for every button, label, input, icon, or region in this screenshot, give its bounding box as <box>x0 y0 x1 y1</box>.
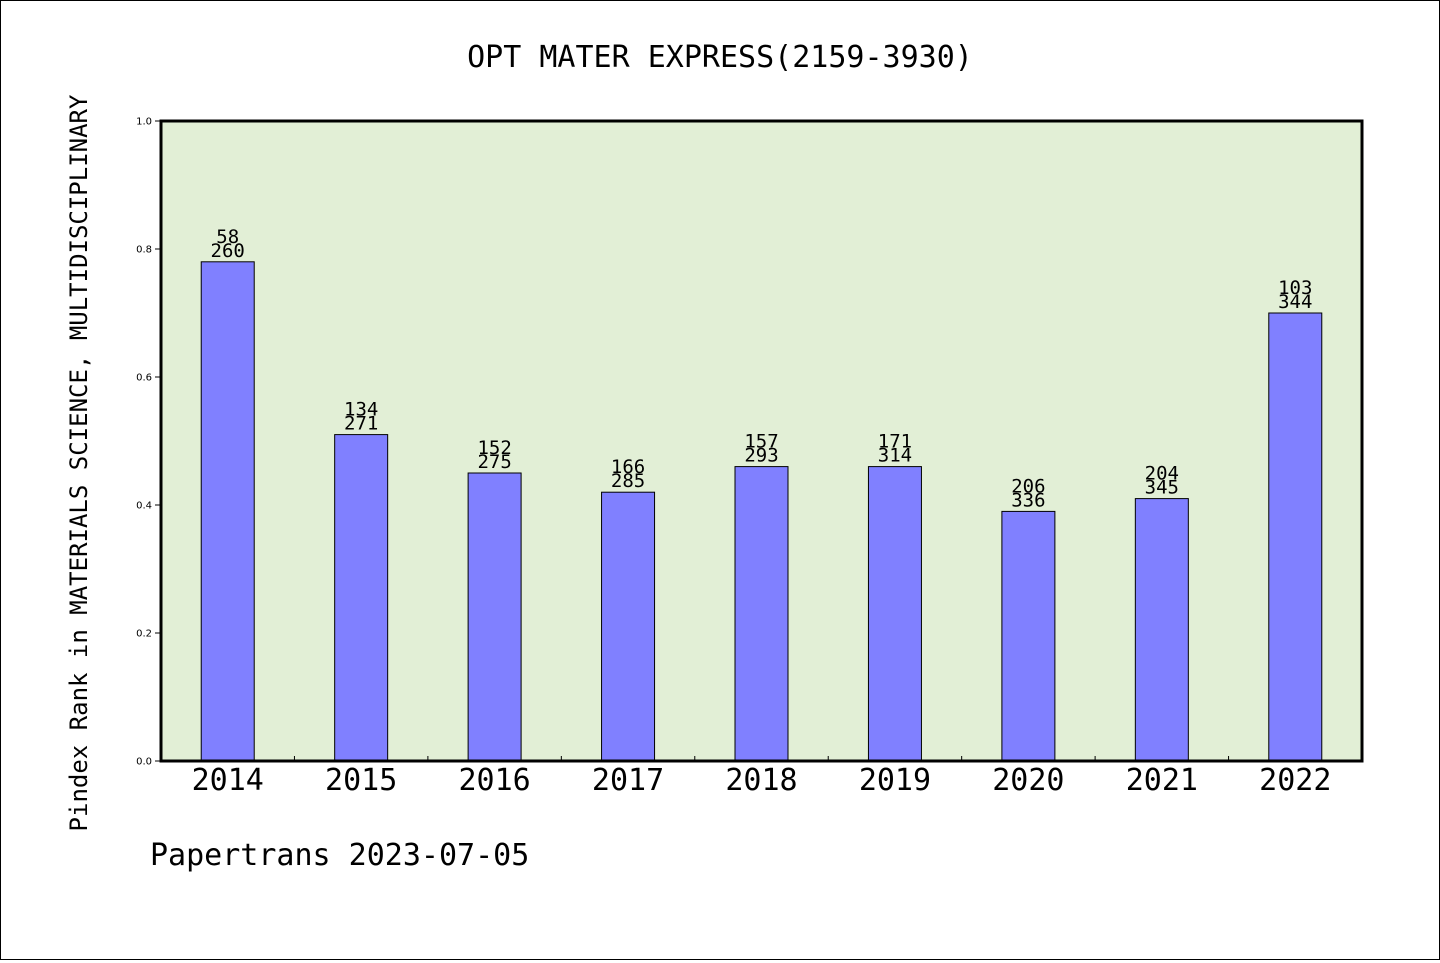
bar-2014 <box>201 262 254 761</box>
y-tick-label-0.0: 0.0 <box>136 757 152 768</box>
y-tick-label-1.0: 1.0 <box>136 117 152 128</box>
bar-2015 <box>335 435 388 761</box>
bar-2021 <box>1135 499 1188 761</box>
x-tick-label-2021: 2021 <box>1126 763 1198 798</box>
bar-2019 <box>868 467 921 761</box>
y-tick-label-0.4: 0.4 <box>136 501 152 512</box>
x-tick-label-2022: 2022 <box>1259 763 1331 798</box>
x-tick-label-2019: 2019 <box>859 763 931 798</box>
data-label-total-2021: 345 <box>1145 477 1179 499</box>
y-ticks-group: 0.0 0.2 0.4 0.6 0.8 1.0 <box>136 117 161 768</box>
bar-2017 <box>602 492 655 761</box>
y-tick-label-0.6: 0.6 <box>136 373 152 384</box>
x-tick-label-2016: 2016 <box>458 763 530 798</box>
data-label-total-2022: 344 <box>1278 291 1312 313</box>
bar-2022 <box>1269 313 1322 761</box>
data-label-total-2020: 336 <box>1011 489 1045 511</box>
bar-2018 <box>735 467 788 761</box>
data-label-total-2018: 293 <box>744 445 778 467</box>
y-tick-label-0.2: 0.2 <box>136 629 152 640</box>
data-label-total-2019: 314 <box>878 445 912 467</box>
y-axis-label: Pindex Rank in MATERIALS SCIENCE, MULTID… <box>65 94 93 831</box>
x-tick-label-2014: 2014 <box>192 763 264 798</box>
x-tick-label-2020: 2020 <box>992 763 1064 798</box>
x-tick-label-2015: 2015 <box>325 763 397 798</box>
data-label-total-2015: 271 <box>344 413 378 435</box>
bar-2020 <box>1002 511 1055 761</box>
data-label-total-2016: 275 <box>477 451 511 473</box>
chart-title: OPT MATER EXPRESS(2159-3930) <box>467 40 973 75</box>
y-tick-label-0.8: 0.8 <box>136 245 152 256</box>
bar-2016 <box>468 473 521 761</box>
footer-text: Papertrans 2023-07-05 <box>150 838 529 873</box>
data-label-total-2017: 285 <box>611 470 645 492</box>
x-tick-label-2017: 2017 <box>592 763 664 798</box>
x-tick-label-2018: 2018 <box>725 763 797 798</box>
data-label-total-2014: 260 <box>211 240 245 262</box>
